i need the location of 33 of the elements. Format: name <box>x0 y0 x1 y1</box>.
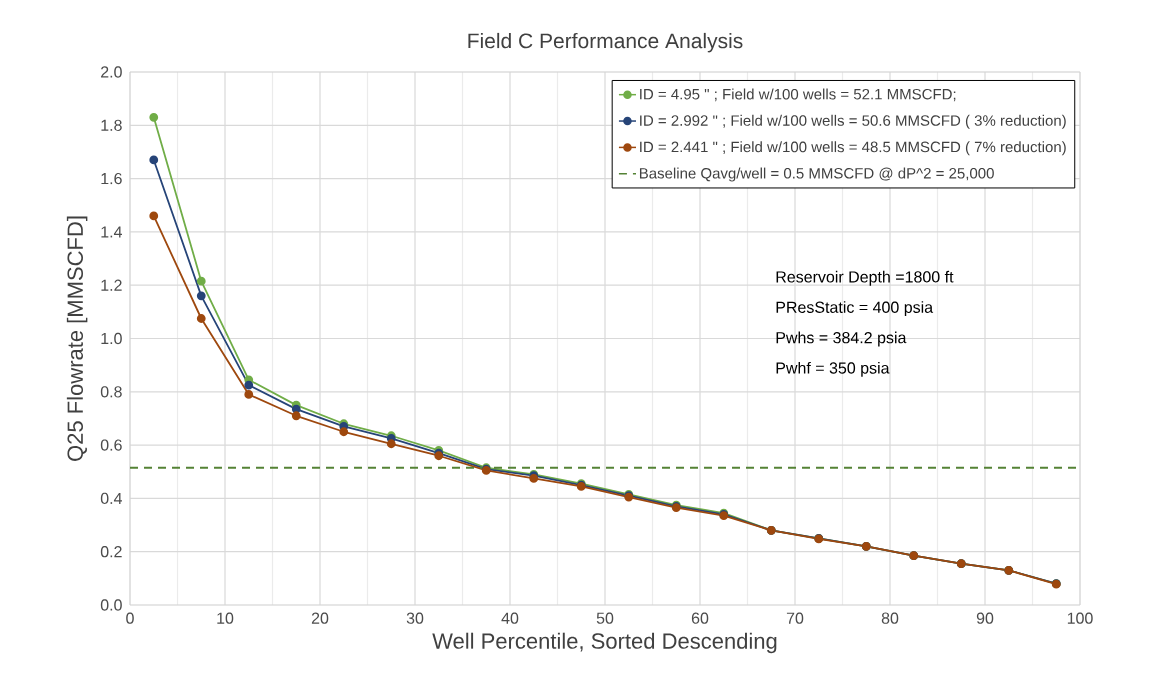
legend-label: Baseline Qavg/well = 0.5 MMSCFD @ dP^2 = 25,000 <box>639 167 994 182</box>
y-tick-label: 0.6 <box>100 439 122 451</box>
annotation: Reservoir Depth =1800 ft <box>776 270 954 286</box>
x-tick-label: 0 <box>126 612 134 624</box>
y-tick-label: 0.8 <box>100 386 122 398</box>
y-tick-label: 2.0 <box>101 66 122 78</box>
y-tick-label: 1.4 <box>101 226 122 238</box>
x-tick-label: 30 <box>406 612 424 624</box>
x-tick-label: 10 <box>217 612 234 624</box>
annotation: PResStatic = 400 psia <box>776 301 934 317</box>
legend-label: ID = 2.441 " ; Field w/100 wells = 48.5 MMSCFD ( 7% reduction) <box>640 141 1066 156</box>
y-tick-label: 0.0 <box>100 599 122 611</box>
y-tick-label: 1.2 <box>101 279 122 291</box>
x-tick-label: 100 <box>1067 612 1093 624</box>
y-tick-label: 1.8 <box>101 119 122 131</box>
chart-title: Field C Performance Analysis <box>468 32 743 53</box>
annotation: Pwhf = 350 psia <box>776 361 890 377</box>
x-tick-label: 60 <box>691 612 709 624</box>
x-tick-label: 90 <box>976 612 994 624</box>
legend-label: ID = 4.95 " ; Field w/100 wells = 52.1 MMSCFD; <box>640 88 956 102</box>
y-tick-label: 0.2 <box>100 546 122 558</box>
x-tick-label: 50 <box>596 612 614 624</box>
x-axis-title: Well Percentile, Sorted Descending <box>432 632 777 654</box>
legend-label: ID = 2.992 " ; Field w/100 wells = 50.6 MMSCFD ( 3% reduction) <box>640 114 1066 129</box>
annotation: Pwhs = 384.2 psia <box>776 331 907 347</box>
x-tick-label: 80 <box>881 612 899 624</box>
x-tick-label: 70 <box>786 612 804 624</box>
y-tick-label: 0.4 <box>100 492 122 505</box>
y-tick-label: 1.6 <box>101 172 122 185</box>
x-tick-label: 40 <box>501 612 519 624</box>
x-tick-label: 20 <box>311 612 329 624</box>
y-axis-title: Q25 Flowrate [MMSCFD] <box>66 216 88 461</box>
y-tick-label: 1.0 <box>101 332 122 345</box>
